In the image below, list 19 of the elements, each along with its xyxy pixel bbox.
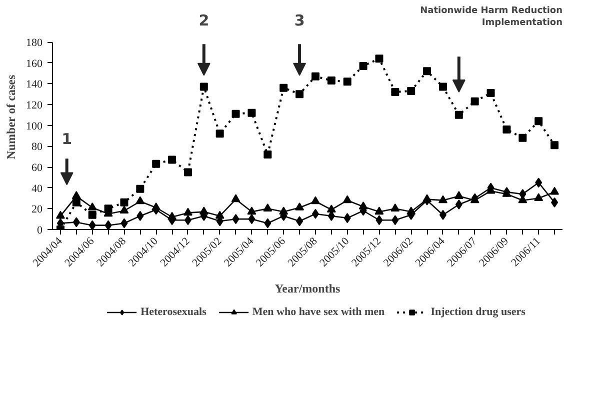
text: 3 <box>294 11 305 30</box>
legend-label: Injection drug users <box>430 306 526 318</box>
y-tick-label: 140 <box>26 78 43 91</box>
legend-label: Heterosexuals <box>140 306 206 318</box>
y-tick-label: 160 <box>26 58 43 70</box>
y-tick-label: 0 <box>37 224 43 236</box>
y-tick-label: 20 <box>32 204 43 216</box>
text: 2 <box>198 11 210 30</box>
x-axis-title: Year/months <box>274 281 340 296</box>
y-tick-label: 100 <box>26 120 43 132</box>
y-axis-title: Number of cases <box>4 74 18 160</box>
y-tick-label: 80 <box>32 141 43 154</box>
text: Nationwide Harm Reduction Implementation <box>420 6 563 28</box>
y-tick-label: 60 <box>32 162 43 174</box>
legend-label: Men who have sex with men <box>252 306 385 318</box>
y-tick-label: 180 <box>26 37 43 49</box>
y-tick-label: 120 <box>26 100 43 112</box>
y-tick-label: 40 <box>32 182 43 195</box>
annotation: 1 <box>62 130 72 148</box>
